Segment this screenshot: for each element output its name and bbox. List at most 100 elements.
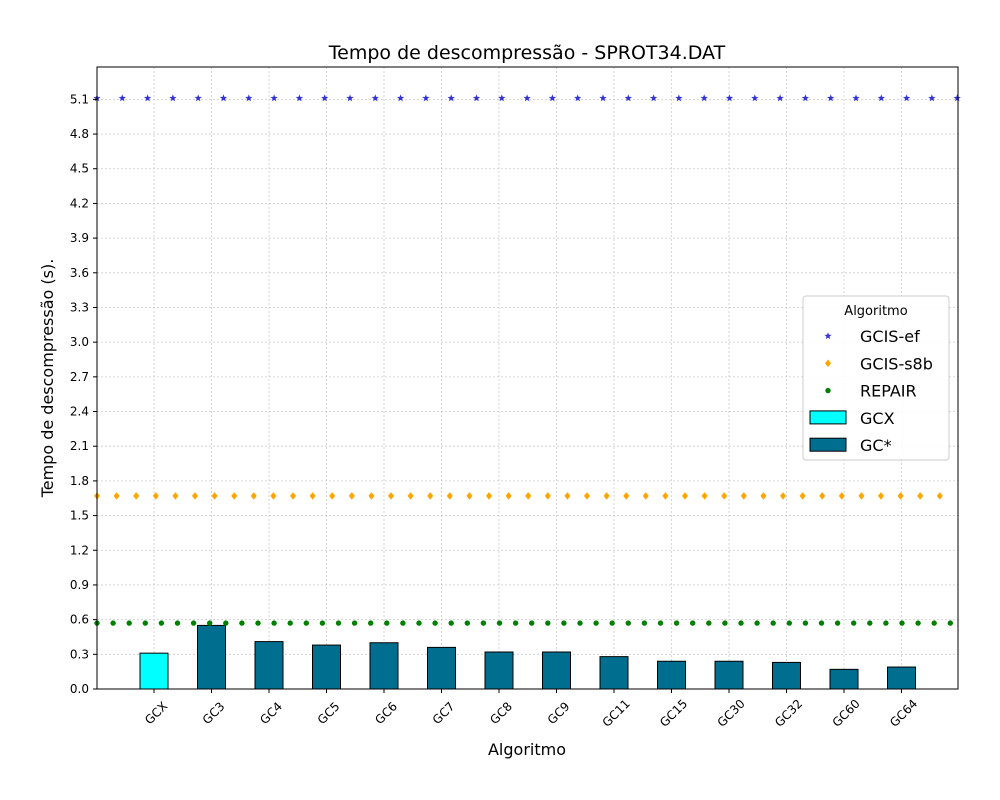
bar-GC15 [657, 660, 686, 690]
GCIS-s8b-marker [780, 492, 786, 500]
REPAIR-marker [561, 620, 567, 626]
x-axis-label: Algoritmo [488, 740, 566, 759]
GCIS-ef-marker [877, 94, 885, 102]
REPAIR-marker [400, 620, 406, 626]
bar-GC11 [599, 656, 629, 690]
GCIS-ef-marker [346, 94, 354, 102]
GCIS-s8b-marker [740, 492, 747, 500]
GCIS-ef-marker [649, 94, 658, 102]
y-tick-label: 0.9 [70, 578, 89, 592]
y-tick-label: 4.2 [70, 196, 89, 210]
GCIS-ef-marker [295, 94, 304, 102]
REPAIR-marker [158, 620, 165, 626]
GCIS-s8b-marker [760, 492, 767, 500]
REPAIR-marker [899, 620, 905, 626]
REPAIR-marker [351, 620, 358, 626]
chart-title: Tempo de descompressão - SPROT34.DAT [328, 42, 726, 64]
legend-label-GC*: GC* [860, 436, 892, 455]
REPAIR-marker [690, 620, 696, 626]
REPAIR-marker [142, 620, 148, 626]
GCIS-ef-marker [498, 94, 506, 102]
GCIS-ef-marker [751, 94, 759, 102]
bar-GC64 [887, 666, 916, 690]
GCIS-ef-marker [523, 94, 531, 102]
x-tick-label: GC7 [430, 699, 458, 727]
legend-label-GCX: GCX [860, 409, 895, 428]
bar-GC32 [772, 661, 801, 690]
legend-swatch-GC* [809, 437, 847, 452]
y-tick-label: 1.5 [70, 509, 89, 523]
GCIS-ef-marker [422, 94, 430, 102]
REPAIR-marker [851, 620, 857, 626]
bar-GC4 [254, 641, 284, 690]
REPAIR-marker [754, 620, 760, 626]
REPAIR-marker [915, 620, 921, 626]
y-tick-label: 2.1 [70, 439, 89, 453]
bar-GC3 [197, 624, 226, 690]
y-tick-label: 1.8 [70, 474, 89, 488]
REPAIR-marker [706, 620, 712, 626]
legend-title: Algoritmo [844, 304, 907, 319]
GCIS-ef-marker [169, 94, 177, 102]
REPAIR-marker [126, 620, 132, 626]
REPAIR-marker [368, 620, 374, 626]
legend: Algoritmo GCIS-ef GCIS-s8b REPAIR GCX GC* [802, 295, 950, 461]
GCIS-ef-marker [472, 94, 481, 102]
REPAIR-marker [593, 620, 599, 626]
x-tick-label: GC3 [200, 699, 228, 727]
REPAIR-marker [207, 620, 213, 626]
y-tick-label: 4.5 [70, 162, 89, 176]
GCIS-ef-marker [143, 94, 152, 102]
REPAIR-marker [867, 620, 873, 626]
GCIS-ef-marker [599, 94, 607, 102]
GCIS-s8b-marker [917, 492, 924, 500]
REPAIR-marker [223, 620, 229, 626]
GCIS-s8b-marker [584, 492, 590, 500]
GCIS-ef-marker [624, 94, 632, 102]
GCIS-s8b-marker [427, 492, 434, 500]
x-tick-label: GC15 [657, 697, 690, 730]
REPAIR-marker [818, 620, 825, 626]
x-tick-label: GC6 [372, 699, 400, 727]
x-tick-label: GCX [142, 699, 170, 727]
GCIS-s8b-marker [642, 492, 649, 500]
GCIS-s8b-marker [525, 492, 532, 500]
GCIS-s8b-marker [250, 492, 257, 500]
REPAIR-marker [512, 620, 519, 626]
reference-lines [93, 94, 961, 626]
GCIS-s8b-marker [858, 492, 865, 500]
GCIS-ef-marker [194, 94, 202, 102]
GCIS-ef-marker [776, 94, 784, 102]
REPAIR-marker [931, 620, 937, 626]
GCIS-s8b-marker [446, 492, 453, 500]
x-tick-label: GC4 [257, 699, 285, 727]
y-tick-label: 2.7 [70, 370, 89, 384]
bars [139, 624, 916, 690]
legend-label-REPAIR: REPAIR [860, 382, 917, 401]
y-tick-label: 5.1 [70, 92, 89, 106]
GCIS-ef-marker [321, 94, 329, 102]
y-axis: 0.0 0.3 0.6 0.9 1.2 1.5 1.8 2.1 2.4 2.7 3.0 3.3 3.6 3… [70, 92, 97, 696]
GCIS-s8b-marker [329, 492, 336, 500]
GCIS-ef-marker [245, 94, 253, 102]
REPAIR-marker [770, 620, 776, 626]
reference-line-REPAIR [94, 620, 953, 626]
bar-GC8 [484, 651, 514, 690]
legend-label-GCIS-s8b: GCIS-s8b [860, 354, 933, 373]
GCIS-s8b-marker [623, 492, 630, 500]
REPAIR-marker [738, 620, 744, 626]
x-tick-label: GC8 [487, 699, 515, 727]
y-tick-label: 3.3 [70, 300, 89, 314]
GCIS-s8b-marker [838, 492, 845, 500]
REPAIR-marker [545, 620, 551, 626]
GCIS-s8b-marker [113, 492, 120, 500]
REPAIR-marker [432, 620, 438, 626]
reference-line-GCIS-ef [93, 94, 961, 102]
REPAIR-marker [529, 620, 535, 626]
REPAIR-marker [577, 620, 583, 626]
GCIS-s8b-marker [388, 492, 394, 500]
bar-GC9 [542, 651, 571, 690]
GCIS-s8b-marker [603, 492, 610, 500]
GCIS-ef-marker [700, 94, 708, 102]
y-tick-label: 2.4 [70, 405, 89, 419]
